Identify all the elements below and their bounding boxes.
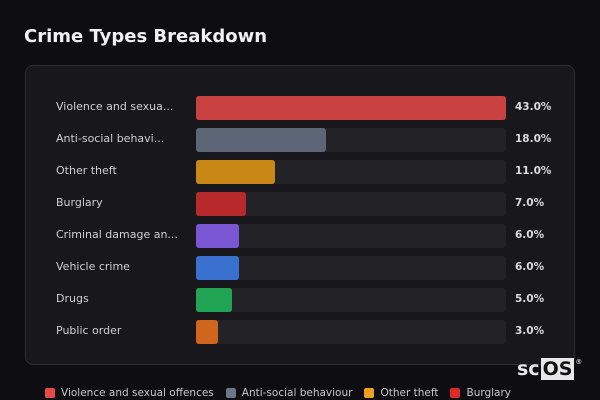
value-label: 11.0% (515, 165, 552, 177)
category-label: Burglary (56, 196, 103, 209)
bar-row: Burglary 7.0% (26, 192, 576, 216)
bar-track (196, 320, 506, 344)
legend-label: Anti-social behaviour (241, 387, 353, 399)
category-label: Criminal damage an... (56, 228, 178, 241)
chart-title: Crime Types Breakdown (24, 26, 268, 47)
value-label: 5.0% (515, 293, 545, 305)
category-label: Other theft (56, 164, 117, 177)
bar (196, 160, 276, 184)
bar (196, 128, 326, 152)
legend-swatch (45, 388, 55, 398)
bar-track (196, 160, 506, 184)
category-label: Drugs (56, 292, 89, 305)
value-label: 18.0% (515, 133, 552, 145)
bar-track (196, 224, 506, 248)
category-label: Violence and sexua... (56, 100, 174, 113)
legend-swatch (450, 388, 461, 398)
legend-label: Other theft (380, 387, 439, 399)
bar (196, 96, 506, 120)
value-label: 6.0% (515, 261, 545, 273)
bar-row: Vehicle crime 6.0% (26, 256, 576, 280)
bar-track (196, 96, 506, 120)
bar (196, 320, 218, 344)
logo-registered-mark: ® (575, 358, 583, 366)
scos-logo: sc OS ® (517, 358, 582, 380)
value-label: 7.0% (515, 197, 545, 209)
value-label: 43.0% (515, 101, 552, 113)
bar-track (196, 288, 506, 312)
logo-text-os: OS (540, 358, 575, 380)
category-label: Anti-social behavi... (56, 132, 165, 145)
bar-row: Public order 3.0% (26, 320, 576, 344)
legend-label: Burglary (466, 387, 512, 399)
bar (196, 288, 233, 312)
legend-item[interactable]: Other theft (364, 387, 438, 399)
legend-item[interactable]: Violence and sexual offences (45, 387, 214, 399)
category-label: Public order (56, 324, 122, 337)
legend-swatch (225, 388, 236, 398)
legend-item[interactable]: Anti-social behaviour (225, 387, 353, 399)
bar-row: Criminal damage an... 6.0% (26, 224, 576, 248)
legend-item[interactable]: Burglary (450, 387, 511, 399)
legend: Violence and sexual offences Anti-social … (45, 387, 511, 399)
value-label: 6.0% (515, 229, 545, 241)
value-label: 3.0% (515, 325, 545, 337)
bar-row: Anti-social behavi... 18.0% (26, 128, 576, 152)
bar (196, 224, 240, 248)
bar (196, 192, 247, 216)
bar-row: Drugs 5.0% (26, 288, 576, 312)
bar (196, 256, 240, 280)
bar-track (196, 128, 506, 152)
bar-track (196, 192, 506, 216)
bar-row: Other theft 11.0% (26, 160, 576, 184)
legend-label: Violence and sexual offences (61, 387, 214, 399)
logo-text-sc: sc (517, 358, 540, 380)
category-label: Vehicle crime (56, 260, 130, 273)
bar-track (196, 256, 506, 280)
chart-panel: Violence and sexua... 43.0% Anti-social b… (25, 65, 575, 365)
bar-row: Violence and sexua... 43.0% (26, 96, 576, 120)
legend-swatch (364, 388, 375, 398)
